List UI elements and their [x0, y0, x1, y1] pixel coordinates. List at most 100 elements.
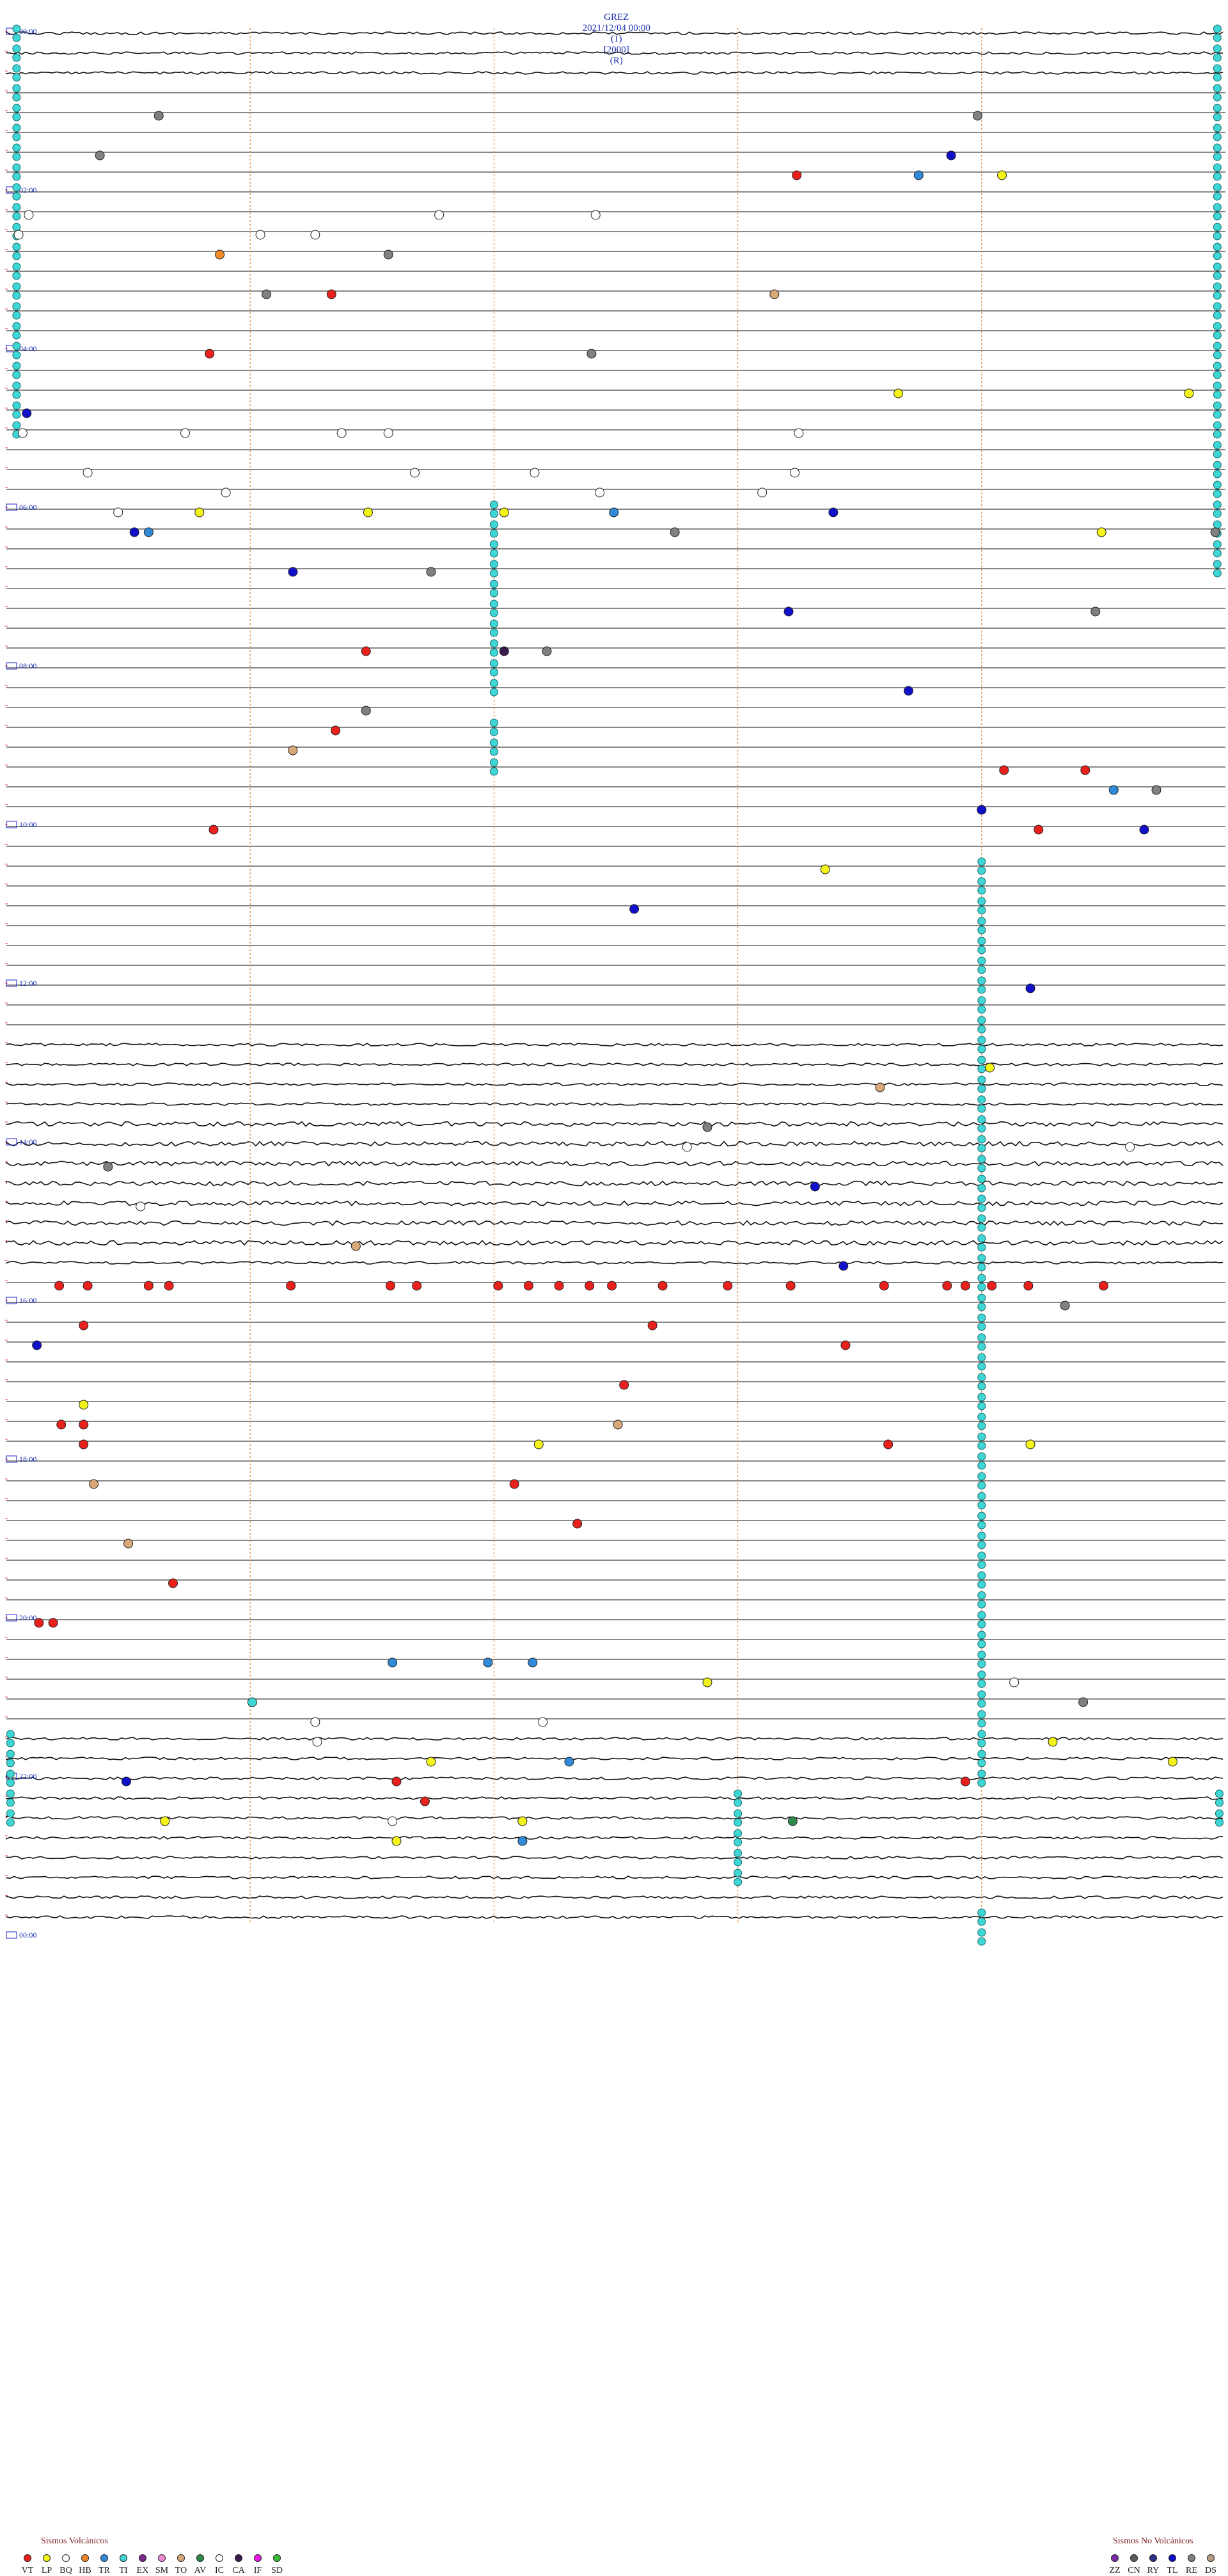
event-marker-vt — [1034, 825, 1044, 835]
ti-marker — [489, 569, 498, 578]
hour-box — [6, 1138, 17, 1146]
ti-marker — [12, 262, 21, 271]
ti-marker — [977, 1155, 986, 1164]
ti-marker — [977, 1333, 986, 1342]
ti-marker — [12, 163, 21, 172]
ti-marker — [977, 1512, 986, 1521]
legend-code: CN — [1128, 2566, 1140, 2575]
event-marker-vt — [883, 1439, 893, 1450]
legend-item-to: TO — [171, 2554, 191, 2576]
event-marker-to — [769, 289, 780, 299]
ti-marker — [12, 104, 21, 113]
event-marker-vt — [48, 1618, 58, 1628]
ti-marker — [734, 1849, 743, 1858]
hour-label: 12:00 — [19, 979, 36, 988]
event-marker-bq — [17, 428, 28, 438]
ti-marker — [489, 509, 498, 518]
ti-marker — [12, 183, 21, 192]
event-marker-lp — [1025, 1439, 1035, 1450]
ti-marker — [12, 410, 21, 419]
event-marker-tr — [483, 1657, 493, 1668]
event-marker-vt — [54, 1281, 65, 1291]
event-marker-vt — [554, 1281, 564, 1291]
event-marker-re — [1210, 527, 1220, 537]
ti-marker — [977, 1937, 986, 1946]
ti-marker — [489, 758, 498, 767]
ti-marker — [6, 1798, 15, 1807]
trace-row — [6, 1240, 1224, 1246]
hour-label: 18:00 — [19, 1455, 36, 1464]
ti-marker — [1213, 361, 1222, 370]
ti-marker — [977, 1362, 986, 1371]
event-marker-lp — [997, 170, 1007, 180]
ti-marker — [977, 1115, 986, 1124]
ti-marker — [977, 1640, 986, 1648]
legend-code: TR — [98, 2566, 110, 2575]
ti-marker — [12, 44, 21, 53]
trace-row — [6, 1816, 1224, 1820]
event-marker-vt — [942, 1281, 952, 1291]
ti-marker — [1213, 390, 1222, 399]
ti-marker — [1213, 421, 1222, 430]
ti-marker — [12, 322, 21, 331]
legend-code: TI — [119, 2566, 128, 2575]
event-marker-vt — [168, 1578, 178, 1588]
ti-marker — [977, 1412, 986, 1421]
ti-marker — [1213, 480, 1222, 489]
event-marker-ti — [247, 1697, 257, 1707]
event-marker-bq — [83, 468, 93, 478]
ti-marker — [977, 1631, 986, 1640]
ti-marker — [489, 589, 498, 597]
legend-item-sm: SM — [152, 2554, 171, 2576]
ti-marker — [977, 945, 986, 954]
hour-label: 02:00 — [19, 186, 36, 194]
legend-volcanic: Sismos Volcánicos VT LP BQ HB TR TI EX SM TO AV IC… — [18, 2536, 287, 2576]
event-marker-re — [586, 349, 597, 359]
hour-label: 00:00 — [19, 1931, 36, 1940]
hour-box — [6, 1297, 17, 1304]
trace-row — [6, 1102, 1224, 1106]
event-marker-vt — [1023, 1281, 1034, 1291]
trace-row — [6, 1141, 1224, 1147]
legend-code: ZZ — [1109, 2566, 1121, 2575]
trace-row — [6, 1796, 1224, 1800]
event-marker-to — [288, 745, 298, 755]
legend-swatch — [1207, 2554, 1215, 2562]
ti-marker — [977, 965, 986, 974]
ti-marker — [6, 1778, 15, 1787]
ti-marker — [977, 1095, 986, 1104]
legend-item-ca: CA — [229, 2554, 248, 2576]
trace-row — [6, 1121, 1224, 1127]
ti-marker — [977, 1679, 986, 1688]
ti-marker — [734, 1838, 743, 1847]
event-marker-tl — [629, 904, 640, 914]
event-marker-bq — [221, 487, 231, 498]
ti-marker — [977, 1322, 986, 1331]
ti-marker — [489, 659, 498, 668]
ti-marker — [12, 33, 21, 42]
ti-marker — [1213, 302, 1222, 311]
legend-swatch — [24, 2554, 31, 2562]
ti-marker — [489, 718, 498, 727]
event-marker-vt — [79, 1419, 89, 1430]
event-marker-re — [1060, 1300, 1070, 1311]
event-marker-vt — [619, 1380, 629, 1390]
ti-marker — [1213, 569, 1222, 578]
ti-marker — [6, 1789, 15, 1798]
event-marker-vt — [960, 1776, 970, 1787]
event-marker-lp — [985, 1063, 995, 1073]
ti-marker — [489, 580, 498, 589]
legend-code: BQ — [59, 2566, 72, 2575]
ti-marker — [489, 727, 498, 736]
legend-item-re: RE — [1182, 2554, 1201, 2576]
hour-box — [6, 1931, 17, 1939]
legend-swatch — [1149, 2554, 1157, 2562]
ti-marker — [1215, 1789, 1224, 1798]
ti-marker — [977, 1234, 986, 1243]
ti-marker — [6, 1739, 15, 1748]
ti-marker — [1213, 104, 1222, 113]
ti-marker — [977, 1293, 986, 1302]
event-marker-lp — [893, 388, 904, 399]
event-marker-vt — [840, 1340, 851, 1350]
event-marker-to — [89, 1479, 99, 1489]
